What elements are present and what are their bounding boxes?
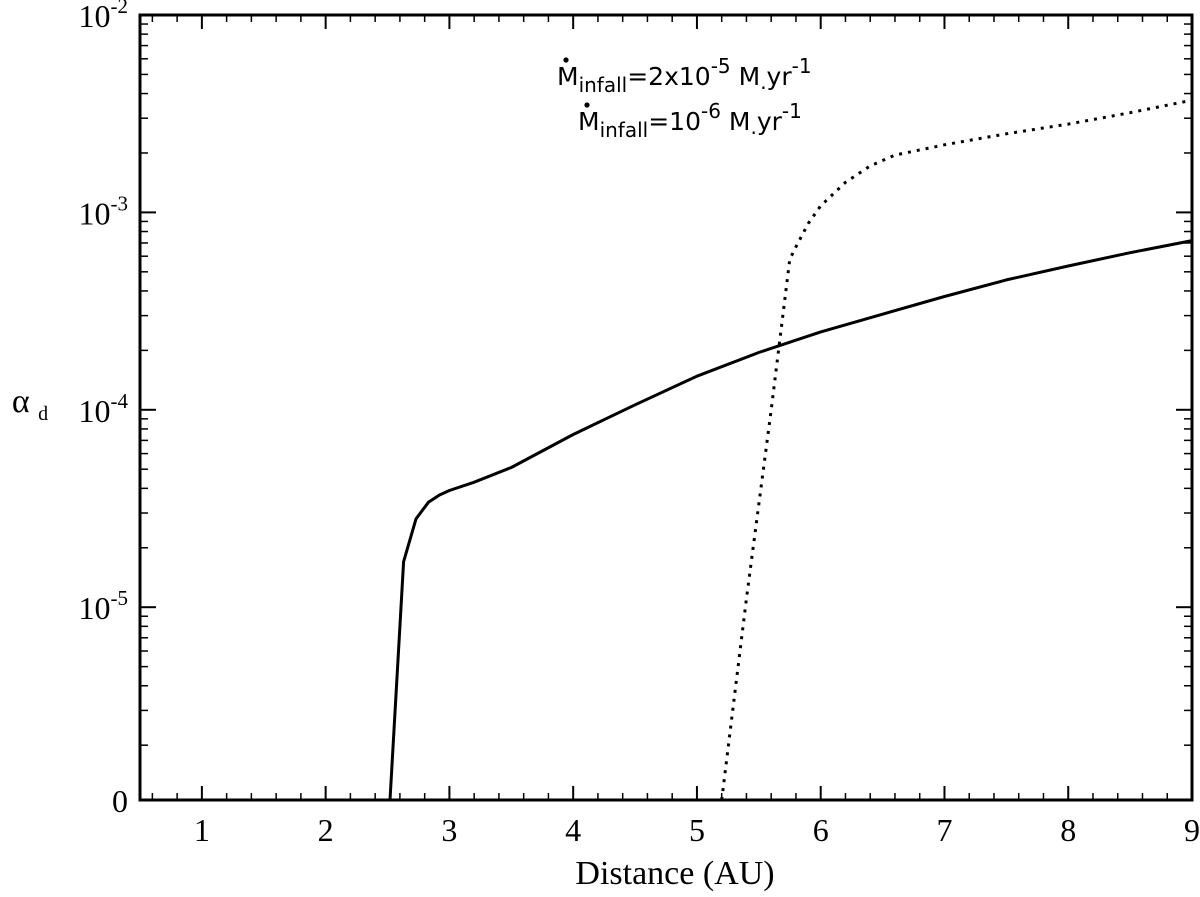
legend-unit-sub: . (750, 115, 756, 139)
y-tick-label-exp: -3 (111, 191, 129, 215)
y-axis-title: α d (12, 383, 48, 425)
legend-unit-sub: . (760, 70, 766, 94)
legend-mid: =2x10 (627, 62, 710, 91)
series-dotted-line (720, 98, 1193, 801)
legend-mid: =10 (648, 107, 701, 136)
y-tick-label: 10-4 (79, 389, 129, 429)
y-tick-label-exp: -4 (111, 389, 129, 413)
y-tick-label: 0 (112, 783, 128, 819)
x-tick-label: 9 (1184, 812, 1200, 848)
y-tick-label: 10-2 (79, 0, 129, 34)
y-tick-label-exp: -2 (111, 0, 129, 18)
x-tick-label: 3 (441, 812, 457, 848)
legend-entry: Minfall=2x10-5 M.yr-1 (557, 54, 812, 97)
plot-frame (138, 13, 1194, 802)
legend-exp: -5 (711, 54, 731, 78)
x-tick-label: 7 (936, 812, 952, 848)
x-tick-label: 4 (565, 812, 581, 848)
x-tick-label: 1 (194, 812, 210, 848)
y-axis-title-sub: d (38, 403, 48, 425)
legend-sub: infall (579, 73, 628, 97)
y-tick-label-base: 10 (79, 195, 111, 231)
x-tick-label: 6 (813, 812, 829, 848)
x-tick-labels: 1 2 3 4 5 6 7 8 9 (194, 812, 1200, 848)
y-tick-label: 10-5 (79, 586, 129, 626)
legend-mdot (563, 57, 569, 63)
y-tick-labels: 010-510-410-310-2 (79, 0, 129, 819)
y-axis-title-base: α (12, 383, 30, 420)
legend-sub: infall (600, 118, 649, 142)
x-tick-label: 2 (318, 812, 334, 848)
legend-entry: Minfall=10-6 M.yr-1 (578, 99, 802, 142)
y-tick-label: 10-3 (79, 191, 129, 231)
legend-prefix: M (578, 107, 600, 136)
y-tick-label-base: 0 (112, 783, 128, 819)
x-tick-label: 8 (1060, 812, 1076, 848)
legend-unit: M (731, 62, 761, 91)
series-layer (388, 98, 1193, 801)
legend-after: yr (767, 62, 793, 91)
x-tick-label: 5 (689, 812, 705, 848)
y-tick-label-base: 10 (79, 393, 111, 429)
x-axis-title: Distance (AU) (575, 855, 774, 892)
legend-after: yr (757, 107, 783, 136)
y-tick-label-exp: -5 (111, 586, 129, 610)
y-tick-label-base: 10 (79, 590, 111, 626)
legend-prefix: M (557, 62, 579, 91)
legend-after-exp: -1 (792, 54, 812, 78)
legend-unit: M (721, 107, 751, 136)
legend-after-exp: -1 (782, 99, 802, 123)
series-solid-line (388, 239, 1193, 801)
legend-exp: -6 (701, 99, 721, 123)
y-tick-label-base: 10 (79, 0, 111, 34)
legend-mdot (584, 102, 590, 108)
